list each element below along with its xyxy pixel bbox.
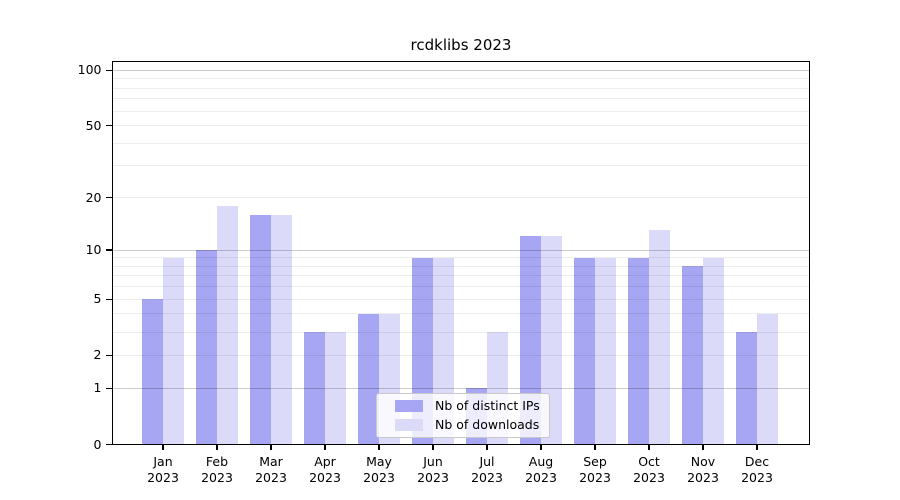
legend-row-distinct-ips: Nb of distinct IPs [395,399,549,413]
bar-distinct-ips-oct [628,257,649,445]
y-tick-mark [105,298,112,300]
bar-distinct-ips-mar [250,214,271,445]
y-tick-mark [105,354,112,356]
legend: Nb of distinct IPs Nb of downloads [376,393,550,438]
plot-area [112,61,810,445]
y-tick-label: 10 [85,242,102,257]
bar-downloads-feb [217,205,238,445]
gridline-minor [112,98,810,100]
y-tick-mark [105,196,112,199]
legend-label-downloads: Nb of downloads [435,417,540,432]
bar-downloads-mar [271,214,292,445]
x-tick-label-jan: Jan 2023 [147,454,179,485]
gridline-minor [112,313,810,315]
bar-downloads-dec [757,313,778,445]
x-tick-mark [378,444,380,450]
x-tick-mark [216,444,218,450]
x-tick-label-jun: Jun 2023 [417,454,449,485]
x-tick-label-feb: Feb 2023 [201,454,233,485]
x-tick-mark [648,444,650,450]
x-tick-mark [486,444,488,450]
y-tick-label: 2 [93,347,102,363]
bar-downloads-apr [325,332,346,445]
gridline-minor [112,78,810,80]
bar-downloads-nov [703,257,724,445]
x-tick-label-aug: Aug 2023 [525,454,557,485]
x-tick-label-sep: Sep 2023 [579,454,611,485]
gridline-minor [112,286,810,288]
bar-distinct-ips-jan [142,299,163,445]
x-tick-label-jul: Jul 2023 [471,454,503,485]
gridline-minor [112,125,810,126]
x-tick-label-nov: Nov 2023 [687,454,719,485]
bar-downloads-aug [541,236,562,445]
gridline-minor [112,197,810,198]
x-tick-mark [594,444,596,450]
bar-downloads-jan [163,257,184,445]
gridline-minor [112,165,810,167]
y-tick-mark [105,387,112,389]
gridline-minor [112,257,810,259]
legend-row-downloads: Nb of downloads [395,418,549,432]
bar-distinct-ips-may [358,313,379,445]
legend-label-distinct-ips: Nb of distinct IPs [435,398,540,413]
y-tick-mark [105,443,112,446]
x-tick-mark [162,444,164,450]
legend-swatch-downloads [395,419,423,431]
x-tick-label-dec: Dec 2023 [741,454,773,485]
x-tick-mark [756,444,758,450]
y-tick-mark [105,249,112,251]
x-tick-mark [432,444,434,450]
bar-distinct-ips-apr [304,332,325,445]
chart-title: rcdklibs 2023 [410,36,512,54]
gridline-minor [112,142,810,144]
x-tick-label-oct: Oct 2023 [633,454,665,485]
gridline-major [112,387,810,389]
y-tick-mark [105,124,112,127]
x-tick-mark [702,444,704,450]
bar-distinct-ips-aug [520,236,541,445]
legend-swatch-distinct-ips [395,400,423,412]
x-tick-mark [324,444,326,450]
bar-downloads-sep [595,257,616,445]
gridline-minor [112,265,810,267]
y-tick-label: 50 [85,117,102,133]
bar-distinct-ips-sep [574,257,595,445]
bar-distinct-ips-feb [196,250,217,445]
gridline-minor [112,354,810,356]
bar-downloads-oct [649,230,670,445]
gridline-major [112,69,810,71]
y-tick-label: 100 [77,62,102,78]
gridline-minor [112,110,810,112]
bar-distinct-ips-dec [736,332,757,445]
x-tick-mark [270,444,272,450]
gridline-minor [112,87,810,89]
gridline-minor [112,298,810,300]
x-tick-label-mar: Mar 2023 [255,454,287,485]
gridline-minor [112,275,810,277]
gridline-major [112,249,810,251]
x-tick-label-apr: Apr 2023 [309,454,341,485]
y-tick-label: 0 [93,436,102,452]
y-tick-label: 1 [93,380,102,396]
y-tick-label: 5 [93,291,102,307]
y-tick-label: 20 [85,189,102,205]
gridline-minor [112,331,810,333]
x-tick-label-may: May 2023 [363,454,395,485]
x-tick-mark [540,444,542,450]
bar-distinct-ips-nov [682,266,703,445]
y-tick-mark [105,69,112,71]
